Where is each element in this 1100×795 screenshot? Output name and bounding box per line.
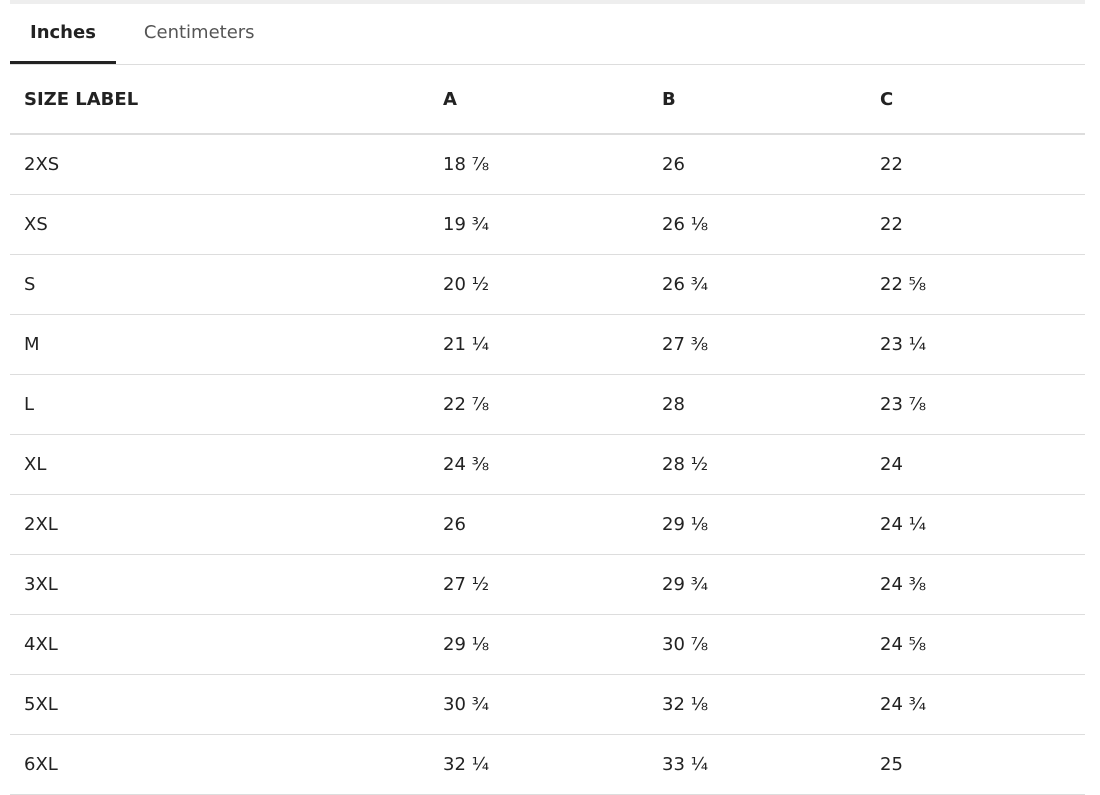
table-row: L 22 ⅞ 28 23 ⅞ xyxy=(10,374,1085,435)
table-cell: 5XL xyxy=(10,674,429,735)
unit-tabs: Inches Centimeters xyxy=(10,4,1085,65)
table-cell: 4XL xyxy=(10,614,429,675)
table-cell: 26 ¾ xyxy=(648,254,866,315)
table-cell: 24 ⅜ xyxy=(866,554,1085,615)
table-cell: 24 ¾ xyxy=(866,674,1085,735)
table-row: 4XL 29 ⅛ 30 ⅞ 24 ⅝ xyxy=(10,614,1085,675)
column-header: A xyxy=(429,65,648,135)
table-cell: 30 ¾ xyxy=(429,674,648,735)
table-cell: 27 ⅜ xyxy=(648,314,866,375)
column-header: B xyxy=(648,65,866,135)
size-table: SIZE LABEL A B C 2XS 18 ⅞ 26 22 XS 19 ¾ 26 ⅛ 22 S 20… xyxy=(10,65,1085,795)
table-cell: 23 ¼ xyxy=(866,314,1085,375)
table-cell: 3XL xyxy=(10,554,429,615)
table-cell: 24 xyxy=(866,434,1085,495)
table-cell: 32 ⅛ xyxy=(648,674,866,735)
table-cell: 22 xyxy=(866,194,1085,255)
table-cell: 30 ⅞ xyxy=(648,614,866,675)
top-bar xyxy=(10,0,1085,4)
table-cell: 22 xyxy=(866,134,1085,195)
table-cell: 28 ½ xyxy=(648,434,866,495)
table-cell: 2XS xyxy=(10,134,429,195)
table-cell: 25 xyxy=(866,734,1085,795)
table-row: XL 24 ⅜ 28 ½ 24 xyxy=(10,434,1085,495)
table-cell: 27 ½ xyxy=(429,554,648,615)
table-cell: 32 ¼ xyxy=(429,734,648,795)
table-cell: 22 ⅞ xyxy=(429,374,648,435)
column-header: C xyxy=(866,65,1085,135)
table-cell: 21 ¼ xyxy=(429,314,648,375)
table-cell: 18 ⅞ xyxy=(429,134,648,195)
table-cell: 24 ⅜ xyxy=(429,434,648,495)
table-row: 2XS 18 ⅞ 26 22 xyxy=(10,134,1085,195)
table-cell: 6XL xyxy=(10,734,429,795)
table-cell: XS xyxy=(10,194,429,255)
table-cell: 29 ¾ xyxy=(648,554,866,615)
table-cell: 20 ½ xyxy=(429,254,648,315)
table-cell: 26 xyxy=(429,494,648,555)
table-cell: 26 ⅛ xyxy=(648,194,866,255)
table-row: 3XL 27 ½ 29 ¾ 24 ⅜ xyxy=(10,554,1085,615)
header-row: SIZE LABEL A B C xyxy=(10,65,1085,135)
table-cell: 33 ¼ xyxy=(648,734,866,795)
table-cell: 23 ⅞ xyxy=(866,374,1085,435)
table-cell: S xyxy=(10,254,429,315)
table-row: 5XL 30 ¾ 32 ⅛ 24 ¾ xyxy=(10,674,1085,735)
table-cell: 28 xyxy=(648,374,866,435)
table-row: 6XL 32 ¼ 33 ¼ 25 xyxy=(10,734,1085,795)
table-cell: 24 ⅝ xyxy=(866,614,1085,675)
column-header: SIZE LABEL xyxy=(10,65,429,135)
table-cell: 29 ⅛ xyxy=(429,614,648,675)
tab[interactable]: Centimeters xyxy=(143,22,255,43)
table-body: 2XS 18 ⅞ 26 22 XS 19 ¾ 26 ⅛ 22 S 20 ½ 26 ¾ 22 ⅝ M 21 … xyxy=(10,134,1085,795)
table-cell: 26 xyxy=(648,134,866,195)
table-row: M 21 ¼ 27 ⅜ 23 ¼ xyxy=(10,314,1085,375)
table-cell: XL xyxy=(10,434,429,495)
tab[interactable]: Inches xyxy=(10,4,116,64)
table-cell: L xyxy=(10,374,429,435)
table-cell: 2XL xyxy=(10,494,429,555)
table-row: 2XL 26 29 ⅛ 24 ¼ xyxy=(10,494,1085,555)
table-row: S 20 ½ 26 ¾ 22 ⅝ xyxy=(10,254,1085,315)
table-row: XS 19 ¾ 26 ⅛ 22 xyxy=(10,194,1085,255)
table-cell: M xyxy=(10,314,429,375)
table-cell: 29 ⅛ xyxy=(648,494,866,555)
table-cell: 22 ⅝ xyxy=(866,254,1085,315)
table-cell: 24 ¼ xyxy=(866,494,1085,555)
table-cell: 19 ¾ xyxy=(429,194,648,255)
